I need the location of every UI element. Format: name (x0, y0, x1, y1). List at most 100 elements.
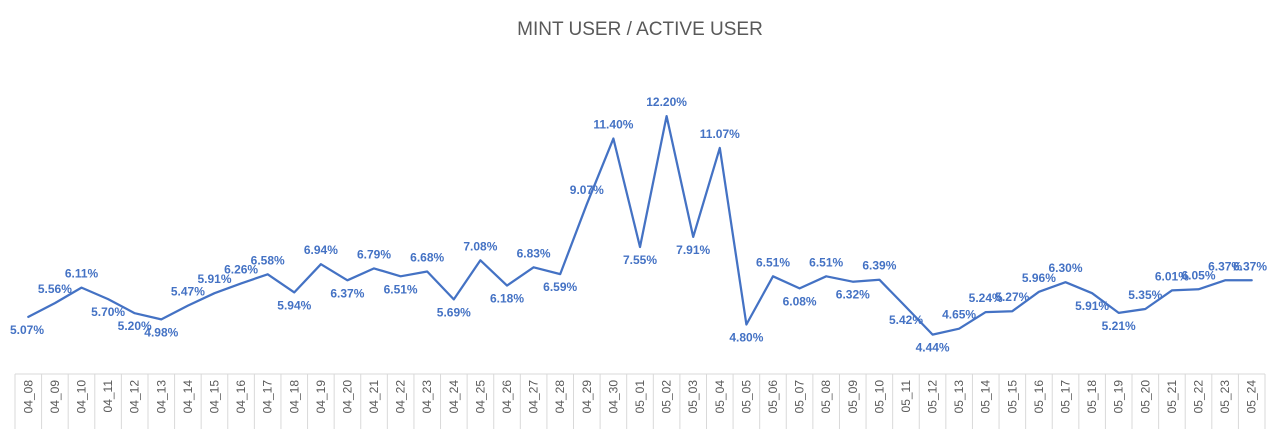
series-line (27, 114, 1253, 336)
x-tick-label: 05_19 (1112, 380, 1126, 414)
x-tick-label: 04_29 (580, 380, 594, 414)
data-label: 5.91% (1075, 299, 1109, 313)
x-tick-label: 05_01 (633, 380, 647, 414)
data-label: 5.56% (38, 282, 72, 296)
x-tick-label: 04_19 (314, 380, 328, 414)
data-label: 5.96% (1022, 271, 1056, 285)
x-tick-label: 05_09 (846, 380, 860, 414)
x-tick-label: 05_06 (766, 380, 780, 414)
x-tick-label: 04_21 (367, 380, 381, 414)
data-label: 6.68% (410, 251, 444, 265)
data-labels: 5.07%5.56%6.11%5.70%5.20%4.98%5.47%5.91%… (10, 95, 1267, 355)
data-label: 5.20% (118, 319, 152, 333)
data-label: 6.51% (384, 282, 418, 296)
data-label: 6.32% (836, 288, 870, 302)
x-tick-label: 04_28 (553, 380, 567, 414)
x-tick-label: 04_17 (261, 380, 275, 414)
x-tick-label: 04_08 (21, 380, 35, 414)
x-tick-label: 04_24 (447, 380, 461, 414)
x-tick-label: 05_12 (926, 380, 940, 414)
data-label: 12.20% (646, 95, 687, 109)
data-label: 4.44% (916, 341, 950, 355)
x-tick-label: 04_27 (527, 380, 541, 414)
data-label: 6.11% (65, 267, 99, 281)
x-tick-label: 04_20 (340, 380, 354, 414)
x-tick-label: 05_02 (660, 380, 674, 414)
x-tick-label: 04_23 (420, 380, 434, 414)
x-tick-label: 04_15 (208, 380, 222, 414)
x-tick-label: 05_04 (713, 380, 727, 414)
x-tick-label: 05_24 (1245, 380, 1259, 414)
data-label: 7.91% (676, 243, 710, 257)
x-tick-label: 04_11 (101, 380, 115, 413)
data-label: 6.01% (1155, 269, 1189, 283)
chart-title: MINT USER / ACTIVE USER (517, 19, 763, 40)
x-tick-label: 04_12 (128, 380, 142, 414)
data-label: 4.98% (144, 325, 178, 339)
x-tick-label: 04_14 (181, 380, 195, 414)
data-label: 5.42% (889, 313, 923, 327)
data-label: 5.21% (1102, 319, 1136, 333)
data-label: 6.59% (543, 280, 577, 294)
data-label: 6.37% (330, 286, 364, 300)
data-label: 6.58% (251, 253, 285, 267)
data-label: 6.26% (224, 262, 258, 276)
x-tick-label: 04_10 (75, 380, 89, 414)
x-tick-label: 05_23 (1218, 380, 1232, 414)
data-label: 6.37% (1208, 259, 1242, 273)
x-tick-label: 05_20 (1138, 380, 1152, 414)
data-label: 6.51% (756, 255, 790, 269)
x-tick-label: 05_16 (1032, 380, 1046, 414)
x-tick-label: 04_18 (287, 380, 301, 414)
data-label: 5.27% (995, 290, 1029, 304)
data-label: 7.08% (463, 239, 497, 253)
x-tick-label: 05_05 (739, 380, 753, 414)
data-label: 6.79% (357, 247, 391, 261)
data-label: 5.70% (91, 305, 125, 319)
data-label: 5.91% (197, 272, 231, 286)
series-group (27, 114, 1253, 336)
data-label: 6.08% (783, 294, 817, 308)
data-label: 6.18% (490, 292, 524, 306)
data-label: 6.30% (1048, 261, 1082, 275)
data-label: 5.69% (437, 305, 471, 319)
x-tick-label: 04_22 (394, 380, 408, 414)
x-tick-label: 05_18 (1085, 380, 1099, 414)
x-tick-label: 04_16 (234, 380, 248, 414)
x-tick-label: 04_26 (500, 380, 514, 414)
x-tick-label: 04_25 (473, 380, 487, 414)
data-label: 11.07% (700, 127, 740, 141)
x-tick-label: 05_14 (979, 380, 993, 414)
data-label: 5.47% (171, 285, 205, 299)
data-label: 5.94% (277, 298, 311, 312)
x-tick-label: 05_21 (1165, 380, 1179, 414)
data-label: 4.80% (729, 331, 763, 345)
data-label: 5.24% (969, 291, 1003, 305)
x-tick-label: 05_08 (819, 380, 833, 414)
x-tick-label: 04_13 (154, 380, 168, 414)
x-tick-label: 05_10 (872, 380, 886, 414)
data-label: 6.37% (1233, 259, 1267, 273)
data-label: 7.55% (623, 253, 657, 267)
x-axis: 04_08 04_09 04_10 04_11 04_12 04_13 04_14 04_15… (14, 373, 1266, 429)
x-tick-label: 05_13 (952, 380, 966, 414)
x-tick-label: 05_11 (899, 380, 913, 413)
data-label: 9.07% (570, 183, 604, 197)
data-label: 6.83% (517, 246, 551, 260)
x-tick-label: 05_03 (686, 380, 700, 414)
x-tick-label: 05_07 (793, 380, 807, 414)
data-label: 6.51% (809, 255, 843, 269)
x-tick-label: 05_22 (1192, 380, 1206, 414)
x-tick-label: 04_09 (48, 380, 62, 414)
data-label: 4.65% (942, 308, 976, 322)
data-label: 5.07% (10, 323, 44, 337)
data-label: 6.05% (1181, 268, 1215, 282)
x-tick-label: 04_30 (606, 380, 620, 414)
x-tick-label: 05_15 (1005, 380, 1019, 414)
data-label: 6.39% (862, 259, 896, 273)
data-label: 6.94% (304, 243, 338, 257)
data-label: 5.35% (1128, 288, 1162, 302)
x-tick-label: 05_17 (1059, 380, 1073, 414)
